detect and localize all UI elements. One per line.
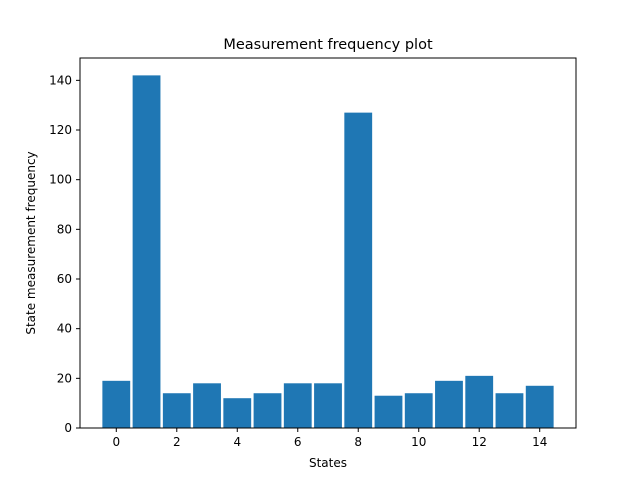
plot-area-frame xyxy=(79,57,577,429)
bar-state-12 xyxy=(465,375,494,428)
bar-state-1 xyxy=(132,75,161,428)
x-tick-label: 2 xyxy=(173,435,181,449)
y-tick-label: 140 xyxy=(49,73,72,87)
bar-state-14 xyxy=(525,385,554,428)
bar-state-7 xyxy=(314,383,342,428)
y-tick-label: 0 xyxy=(64,421,72,435)
y-tick-label: 80 xyxy=(57,222,72,236)
y-tick-label: 120 xyxy=(49,123,72,137)
bar-state-6 xyxy=(283,383,312,428)
x-tick-label: 12 xyxy=(472,435,487,449)
bar-state-13 xyxy=(495,393,524,428)
x-axis-ticks: 0 2 4 6 8 10 12 14 xyxy=(112,428,547,449)
x-tick-label: 0 xyxy=(112,435,120,449)
bar-state-0 xyxy=(102,380,131,428)
chart-title: Measurement frequency plot xyxy=(223,37,433,53)
x-axis-label: States xyxy=(309,456,347,470)
y-tick-label: 20 xyxy=(57,371,72,385)
bar-state-5 xyxy=(253,393,282,428)
x-tick-label: 14 xyxy=(532,435,547,449)
x-tick-label: 6 xyxy=(294,435,302,449)
bar-state-2 xyxy=(162,393,191,428)
bar-state-9 xyxy=(374,395,403,428)
bar-state-10 xyxy=(404,393,433,428)
bar-state-11 xyxy=(435,380,463,428)
x-tick-label: 8 xyxy=(354,435,362,449)
y-tick-label: 60 xyxy=(57,272,72,286)
y-axis-ticks: 0 20 40 60 80 100 120 140 xyxy=(49,73,80,435)
x-tick-label: 10 xyxy=(411,435,426,449)
y-axis-label: State measurement frequency xyxy=(24,151,38,334)
x-tick-label: 4 xyxy=(233,435,241,449)
y-tick-label: 40 xyxy=(57,322,72,336)
bar-state-3 xyxy=(193,383,221,428)
bar-state-8 xyxy=(344,112,373,429)
y-tick-label: 100 xyxy=(49,173,72,187)
bars-group xyxy=(102,75,554,429)
bar-state-4 xyxy=(223,398,252,428)
